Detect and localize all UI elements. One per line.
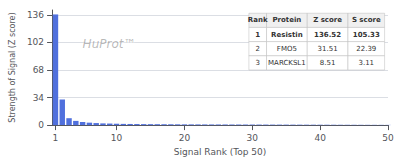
svg-text:31.51: 31.51: [318, 45, 338, 53]
svg-text:0: 0: [38, 120, 44, 130]
svg-text:Strength of Signal (Z score): Strength of Signal (Z score): [8, 12, 17, 122]
svg-text:HuProt™: HuProt™: [83, 37, 136, 51]
svg-text:102: 102: [27, 37, 44, 47]
svg-text:Protein: Protein: [272, 16, 301, 24]
svg-text:Signal Rank (Top 50): Signal Rank (Top 50): [174, 147, 266, 157]
svg-text:3.11: 3.11: [358, 59, 374, 67]
svg-text:50: 50: [382, 133, 394, 143]
svg-text:68: 68: [33, 65, 45, 75]
svg-text:136: 136: [27, 10, 44, 20]
svg-text:8.51: 8.51: [320, 59, 336, 67]
svg-text:105.33: 105.33: [353, 31, 380, 39]
svg-text:20: 20: [179, 133, 191, 143]
svg-text:1: 1: [53, 133, 59, 143]
svg-text:3: 3: [255, 59, 259, 67]
svg-text:Resistin: Resistin: [271, 31, 303, 39]
svg-text:34: 34: [33, 93, 45, 103]
svg-text:22.39: 22.39: [356, 45, 376, 53]
svg-text:1: 1: [255, 31, 260, 39]
svg-text:40: 40: [314, 133, 326, 143]
svg-text:FMO5: FMO5: [277, 45, 297, 53]
svg-text:Rank: Rank: [248, 16, 268, 24]
svg-text:2: 2: [255, 45, 259, 53]
svg-text:136.52: 136.52: [314, 31, 341, 39]
svg-text:10: 10: [111, 133, 123, 143]
svg-text:S score: S score: [352, 16, 381, 24]
svg-text:MARCKSL1: MARCKSL1: [268, 59, 306, 67]
svg-text:30: 30: [247, 133, 259, 143]
svg-text:Z score: Z score: [313, 16, 342, 24]
